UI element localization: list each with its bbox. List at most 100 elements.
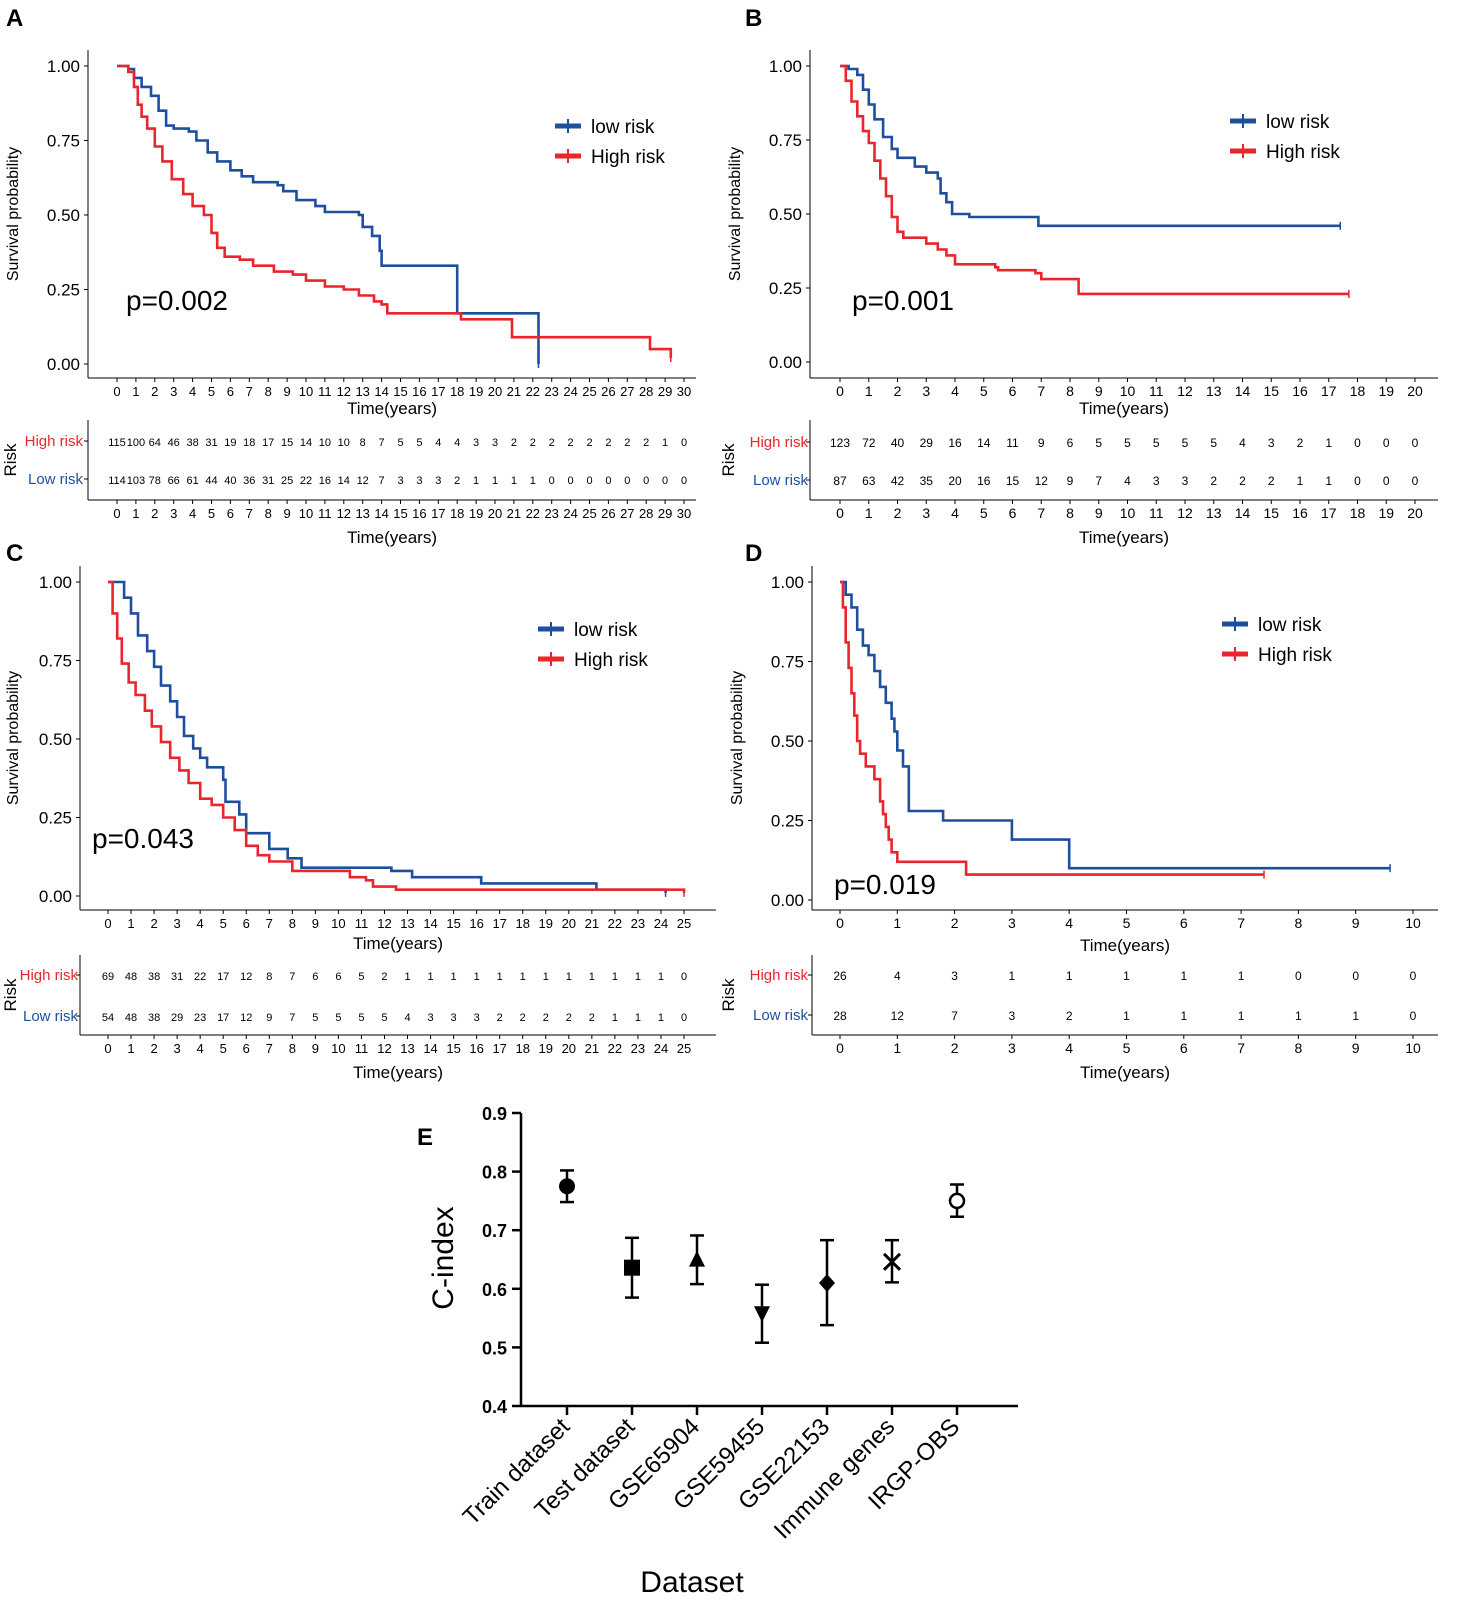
risk-x-tick-label: 8	[1066, 505, 1074, 521]
risk-row-label-high: High risk	[750, 967, 809, 984]
risk-count-high: 4	[435, 437, 441, 449]
x-tick-label: 5	[220, 916, 227, 931]
risk-count-low: 40	[224, 475, 236, 487]
y-tick-label: 0.75	[769, 131, 802, 150]
risk-count-low: 3	[1182, 474, 1189, 488]
point-marker	[559, 1178, 575, 1195]
risk-count-high: 38	[186, 437, 198, 449]
risk-count-low: 2	[589, 1012, 595, 1024]
risk-count-high: 1	[589, 971, 595, 983]
point-marker	[819, 1273, 835, 1292]
risk-count-low: 44	[205, 475, 217, 487]
x-tick-label: 2	[151, 384, 158, 399]
risk-x-tick-label: 17	[431, 506, 445, 521]
x-tick-label: 12	[337, 384, 351, 399]
risk-x-tick-label: 9	[1352, 1040, 1360, 1056]
risk-x-tick-label: 4	[1065, 1040, 1073, 1056]
risk-count-high: 1	[1238, 969, 1245, 983]
risk-x-tick-label: 16	[412, 506, 426, 521]
x-tick-label: 0	[836, 383, 844, 399]
risk-count-high: 3	[492, 437, 498, 449]
risk-row-label-high: High risk	[20, 967, 79, 984]
risk-x-tick-label: 0	[836, 1040, 844, 1056]
risk-count-high: 14	[977, 436, 991, 450]
risk-x-tick-label: 2	[151, 506, 158, 521]
x-tick-label: 21	[585, 916, 599, 931]
risk-count-low: 2	[1268, 474, 1275, 488]
risk-x-tick-label: 11	[318, 506, 332, 521]
risk-table-title: Risk	[1, 978, 20, 1012]
risk-count-low: 114	[108, 475, 126, 487]
risk-x-tick-label: 30	[677, 506, 691, 521]
legend-label-low: low risk	[1258, 615, 1322, 636]
x-tick-label: 0	[104, 916, 111, 931]
y-tick-label: 0.50	[39, 730, 72, 749]
risk-x-tick-label: 3	[174, 1041, 181, 1056]
risk-x-tick-label: 15	[446, 1041, 460, 1056]
x-tick-label: 15	[1263, 383, 1279, 399]
x-tick-label: 9	[283, 384, 290, 399]
risk-x-tick-label: 19	[1378, 505, 1394, 521]
km-panel-d: 1.000.750.500.250.000 1 2 3 4 5 6 7 8 9 10Time(yea…	[719, 566, 1438, 1082]
risk-count-low: 3	[474, 1012, 480, 1024]
x-axis-label: Time(years)	[1079, 399, 1169, 418]
x-tick-label: 22	[526, 384, 540, 399]
y-tick-label: 1.00	[39, 573, 72, 592]
risk-count-high: 8	[266, 971, 272, 983]
x-tick-label: 18	[450, 384, 464, 399]
x-tick-label: 3	[922, 383, 930, 399]
risk-table-title: Risk	[1, 443, 20, 477]
x-tick-label: 1	[893, 915, 901, 931]
risk-x-tick-label: 11	[355, 1041, 369, 1056]
risk-x-tick-label: 10	[1120, 505, 1136, 521]
risk-count-high: 4	[894, 969, 901, 983]
risk-count-high: 2	[605, 437, 611, 449]
risk-x-tick-label: 25	[677, 1041, 691, 1056]
risk-count-low: 16	[977, 474, 991, 488]
risk-count-high: 2	[381, 971, 387, 983]
risk-count-low: 3	[1153, 474, 1160, 488]
risk-x-tick-label: 22	[526, 506, 540, 521]
x-tick-label: 4	[197, 916, 204, 931]
x-tick-label: 14	[374, 384, 388, 399]
low-risk-curve	[840, 64, 1341, 228]
risk-x-tick-label: 4	[189, 506, 196, 521]
risk-count-low: 61	[186, 475, 198, 487]
legend-label-high: High risk	[591, 147, 665, 168]
risk-count-high: 69	[102, 971, 114, 983]
risk-x-tick-label: 3	[170, 506, 177, 521]
x-tick-label: 19	[469, 384, 483, 399]
risk-count-low: 5	[312, 1012, 318, 1024]
risk-x-tick-label: 9	[283, 506, 290, 521]
low-risk-curve	[108, 580, 667, 893]
risk-count-high: 48	[125, 971, 137, 983]
risk-x-axis-label: Time(years)	[1079, 528, 1169, 547]
risk-x-tick-label: 15	[1263, 505, 1279, 521]
risk-count-low: 28	[833, 1009, 847, 1023]
risk-count-low: 25	[281, 475, 293, 487]
km-panel-c: 1.000.750.500.250.000 1 2 3 4 5 6 7 8 9 10 11 12 13 14…	[1, 566, 716, 1082]
risk-count-high: 0	[1352, 969, 1359, 983]
risk-count-low: 12	[891, 1009, 905, 1023]
risk-row-label-low: Low risk	[23, 1008, 79, 1025]
y-tick-label: 0.50	[771, 732, 804, 751]
risk-count-high: 6	[1067, 436, 1074, 450]
x-tick-label: 3	[174, 916, 181, 931]
x-tick-label: 6	[227, 384, 234, 399]
risk-count-low: 4	[404, 1012, 410, 1024]
x-tick-label: 10	[1120, 383, 1136, 399]
x-tick-label: 10	[1405, 915, 1421, 931]
risk-count-low: 1	[1295, 1009, 1302, 1023]
risk-x-tick-label: 18	[515, 1041, 529, 1056]
risk-table-title: Risk	[719, 978, 738, 1012]
risk-count-low: 17	[217, 1012, 229, 1024]
risk-count-high: 29	[920, 436, 934, 450]
risk-count-low: 5	[358, 1012, 364, 1024]
risk-count-low: 5	[381, 1012, 387, 1024]
y-tick-label: 0.00	[769, 353, 802, 372]
risk-x-tick-label: 5	[980, 505, 988, 521]
risk-count-high: 5	[416, 437, 422, 449]
risk-count-high: 1	[662, 437, 668, 449]
risk-row-label-low: Low risk	[753, 472, 809, 489]
